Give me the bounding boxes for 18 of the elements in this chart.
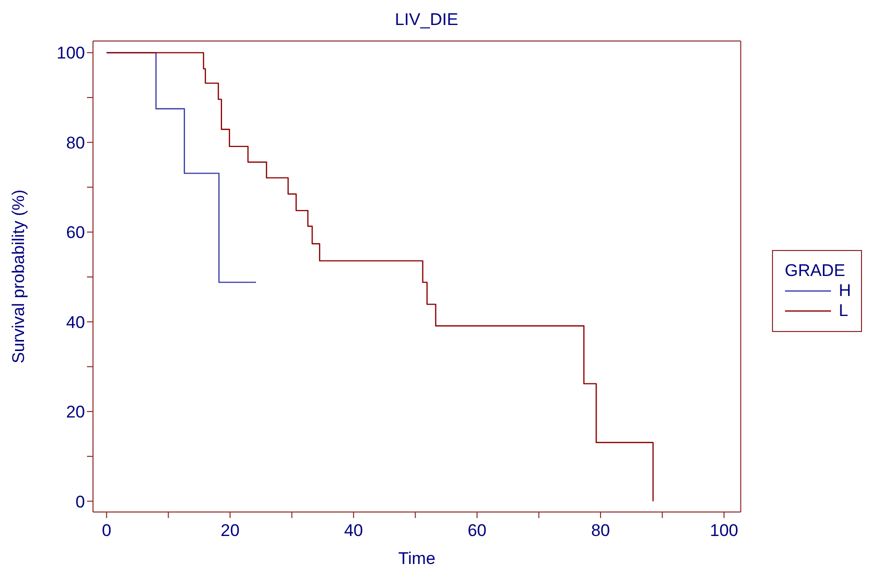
x-tick-label: 40	[344, 521, 364, 540]
x-axis-title: Time	[398, 549, 436, 568]
legend-label: L	[838, 301, 848, 321]
y-tick-label: 20	[66, 402, 85, 422]
legend-title: GRADE	[784, 261, 846, 281]
y-tick-label: 40	[66, 312, 85, 332]
x-tick-label: 100	[710, 521, 738, 540]
y-tick-label: 80	[66, 133, 85, 152]
y-tick-label: 0	[76, 492, 85, 512]
x-tick-label: 60	[468, 521, 487, 540]
x-tick-label: 0	[102, 521, 112, 540]
legend-label: H	[838, 281, 851, 301]
y-axis-title: Survival probability (%)	[9, 190, 28, 364]
y-tick-label: 100	[56, 44, 85, 63]
x-tick-label: 80	[591, 521, 610, 540]
y-tick-label: 60	[66, 223, 85, 242]
chart-title: LIV_DIE	[394, 10, 460, 30]
x-tick-label: 20	[220, 521, 240, 540]
